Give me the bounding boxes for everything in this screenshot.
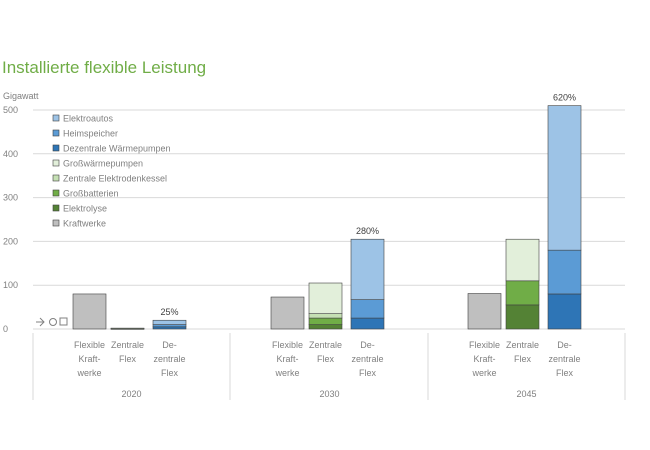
legend-item-label: Heimspeicher xyxy=(63,129,118,139)
bar-category-label: Zentrale xyxy=(506,340,539,350)
bar-segment-elektrolyse-2030 xyxy=(308,324,343,330)
bar-category-label: Flex xyxy=(317,354,335,364)
bar-category-label: Kraft- xyxy=(78,354,100,364)
bar-segment-zentrale-elektrodenkessel-2020 xyxy=(110,327,145,330)
bar-category-label: zentrale xyxy=(153,354,185,364)
legend-swatch xyxy=(52,174,60,182)
bar-category-label: Zentrale xyxy=(111,340,144,350)
legend-swatch xyxy=(52,204,60,212)
bar-category-label: zentrale xyxy=(351,354,383,364)
bar-segment-elektrolyse-2045 xyxy=(505,304,540,330)
legend-swatch xyxy=(52,189,60,197)
bar-category-label: Zentrale xyxy=(309,340,342,350)
bar-category-label: Flex xyxy=(119,354,137,364)
bar-category-label: Flex xyxy=(556,368,574,378)
bar-category-label: De- xyxy=(162,340,177,350)
bar-segment-kraftwerke-2030 xyxy=(270,296,305,330)
legend-item-label: Kraftwerke xyxy=(63,219,106,229)
bar-segment-kraftwerke-2020 xyxy=(72,293,107,330)
plug-battery-icon xyxy=(36,317,68,327)
legend-item-label: Großwärmepumpen xyxy=(63,159,143,169)
legend-item-label: Elektroautos xyxy=(63,114,114,124)
bar-category-label: werke xyxy=(471,368,496,378)
bar-segment-dezentrale-w-rmepumpen-2030 xyxy=(350,317,385,330)
y-tick-label: 100 xyxy=(3,280,18,290)
bar-annotation-2045: 620% xyxy=(553,93,576,103)
y-tick-label: 500 xyxy=(3,105,18,115)
legend-item-label: Elektrolyse xyxy=(63,204,107,214)
bar-category-label: Flexible xyxy=(272,340,303,350)
bar-segment-heimspeicher-2045 xyxy=(547,249,582,295)
bar-annotation-2020: 25% xyxy=(160,307,178,317)
legend-item-label: Großbatterien xyxy=(63,189,119,199)
bar-category-label: Kraft- xyxy=(276,354,298,364)
bar-category-label: Flexible xyxy=(469,340,500,350)
legend-swatch xyxy=(52,114,60,122)
group-label-2030: 2030 xyxy=(319,389,339,399)
group-label-2020: 2020 xyxy=(121,389,141,399)
bar-category-label: Kraft- xyxy=(473,354,495,364)
bar-segment-heimspeicher-2020 xyxy=(152,324,187,328)
bar-segment-elektroautos-2045 xyxy=(547,105,582,251)
bar-category-label: werke xyxy=(274,368,299,378)
legend-swatch xyxy=(52,219,60,227)
bar-segment-gro-w-rmepumpen-2030 xyxy=(308,282,343,314)
bar-category-label: Flex xyxy=(161,368,179,378)
bar-segment-kraftwerke-2045 xyxy=(467,293,502,330)
y-tick-label: 0 xyxy=(3,324,8,334)
bar-category-label: Flexible xyxy=(74,340,105,350)
y-tick-label: 400 xyxy=(3,149,18,159)
bar-segment-elektroautos-2020 xyxy=(152,319,187,325)
bar-segment-dezentrale-w-rmepumpen-2045 xyxy=(547,293,582,330)
legend-item-label: Zentrale Elektrodenkessel xyxy=(63,174,167,184)
bar-category-label: Flex xyxy=(359,368,377,378)
bar-category-label: zentrale xyxy=(548,354,580,364)
bar-category-label: De- xyxy=(360,340,375,350)
bar-category-label: De- xyxy=(557,340,572,350)
group-label-2045: 2045 xyxy=(516,389,536,399)
bar-category-label: Flex xyxy=(514,354,532,364)
bar-segment-gro-batterien-2030 xyxy=(308,317,343,325)
bar-annotation-2030: 280% xyxy=(356,226,379,236)
y-tick-label: 200 xyxy=(3,236,18,246)
bar-segment-dezentrale-w-rmepumpen-2020 xyxy=(152,326,187,330)
y-axis-label: Gigawatt xyxy=(3,91,39,101)
bar-segment-gro-w-rmepumpen-2045 xyxy=(505,238,540,282)
bar-category-label: werke xyxy=(76,368,101,378)
bar-segment-zentrale-elektrodenkessel-2030 xyxy=(308,313,343,319)
y-tick-label: 300 xyxy=(3,193,18,203)
legend-item-label: Dezentrale Wärmepumpen xyxy=(63,144,171,154)
bar-segment-heimspeicher-2030 xyxy=(350,299,385,319)
legend-swatch xyxy=(52,144,60,152)
legend-swatch xyxy=(52,159,60,167)
bar-segment-elektroautos-2030 xyxy=(350,238,385,300)
legend-swatch xyxy=(52,129,60,137)
chart-title: Installierte flexible Leistung xyxy=(2,58,207,77)
bar-segment-gro-batterien-2045 xyxy=(505,280,540,306)
